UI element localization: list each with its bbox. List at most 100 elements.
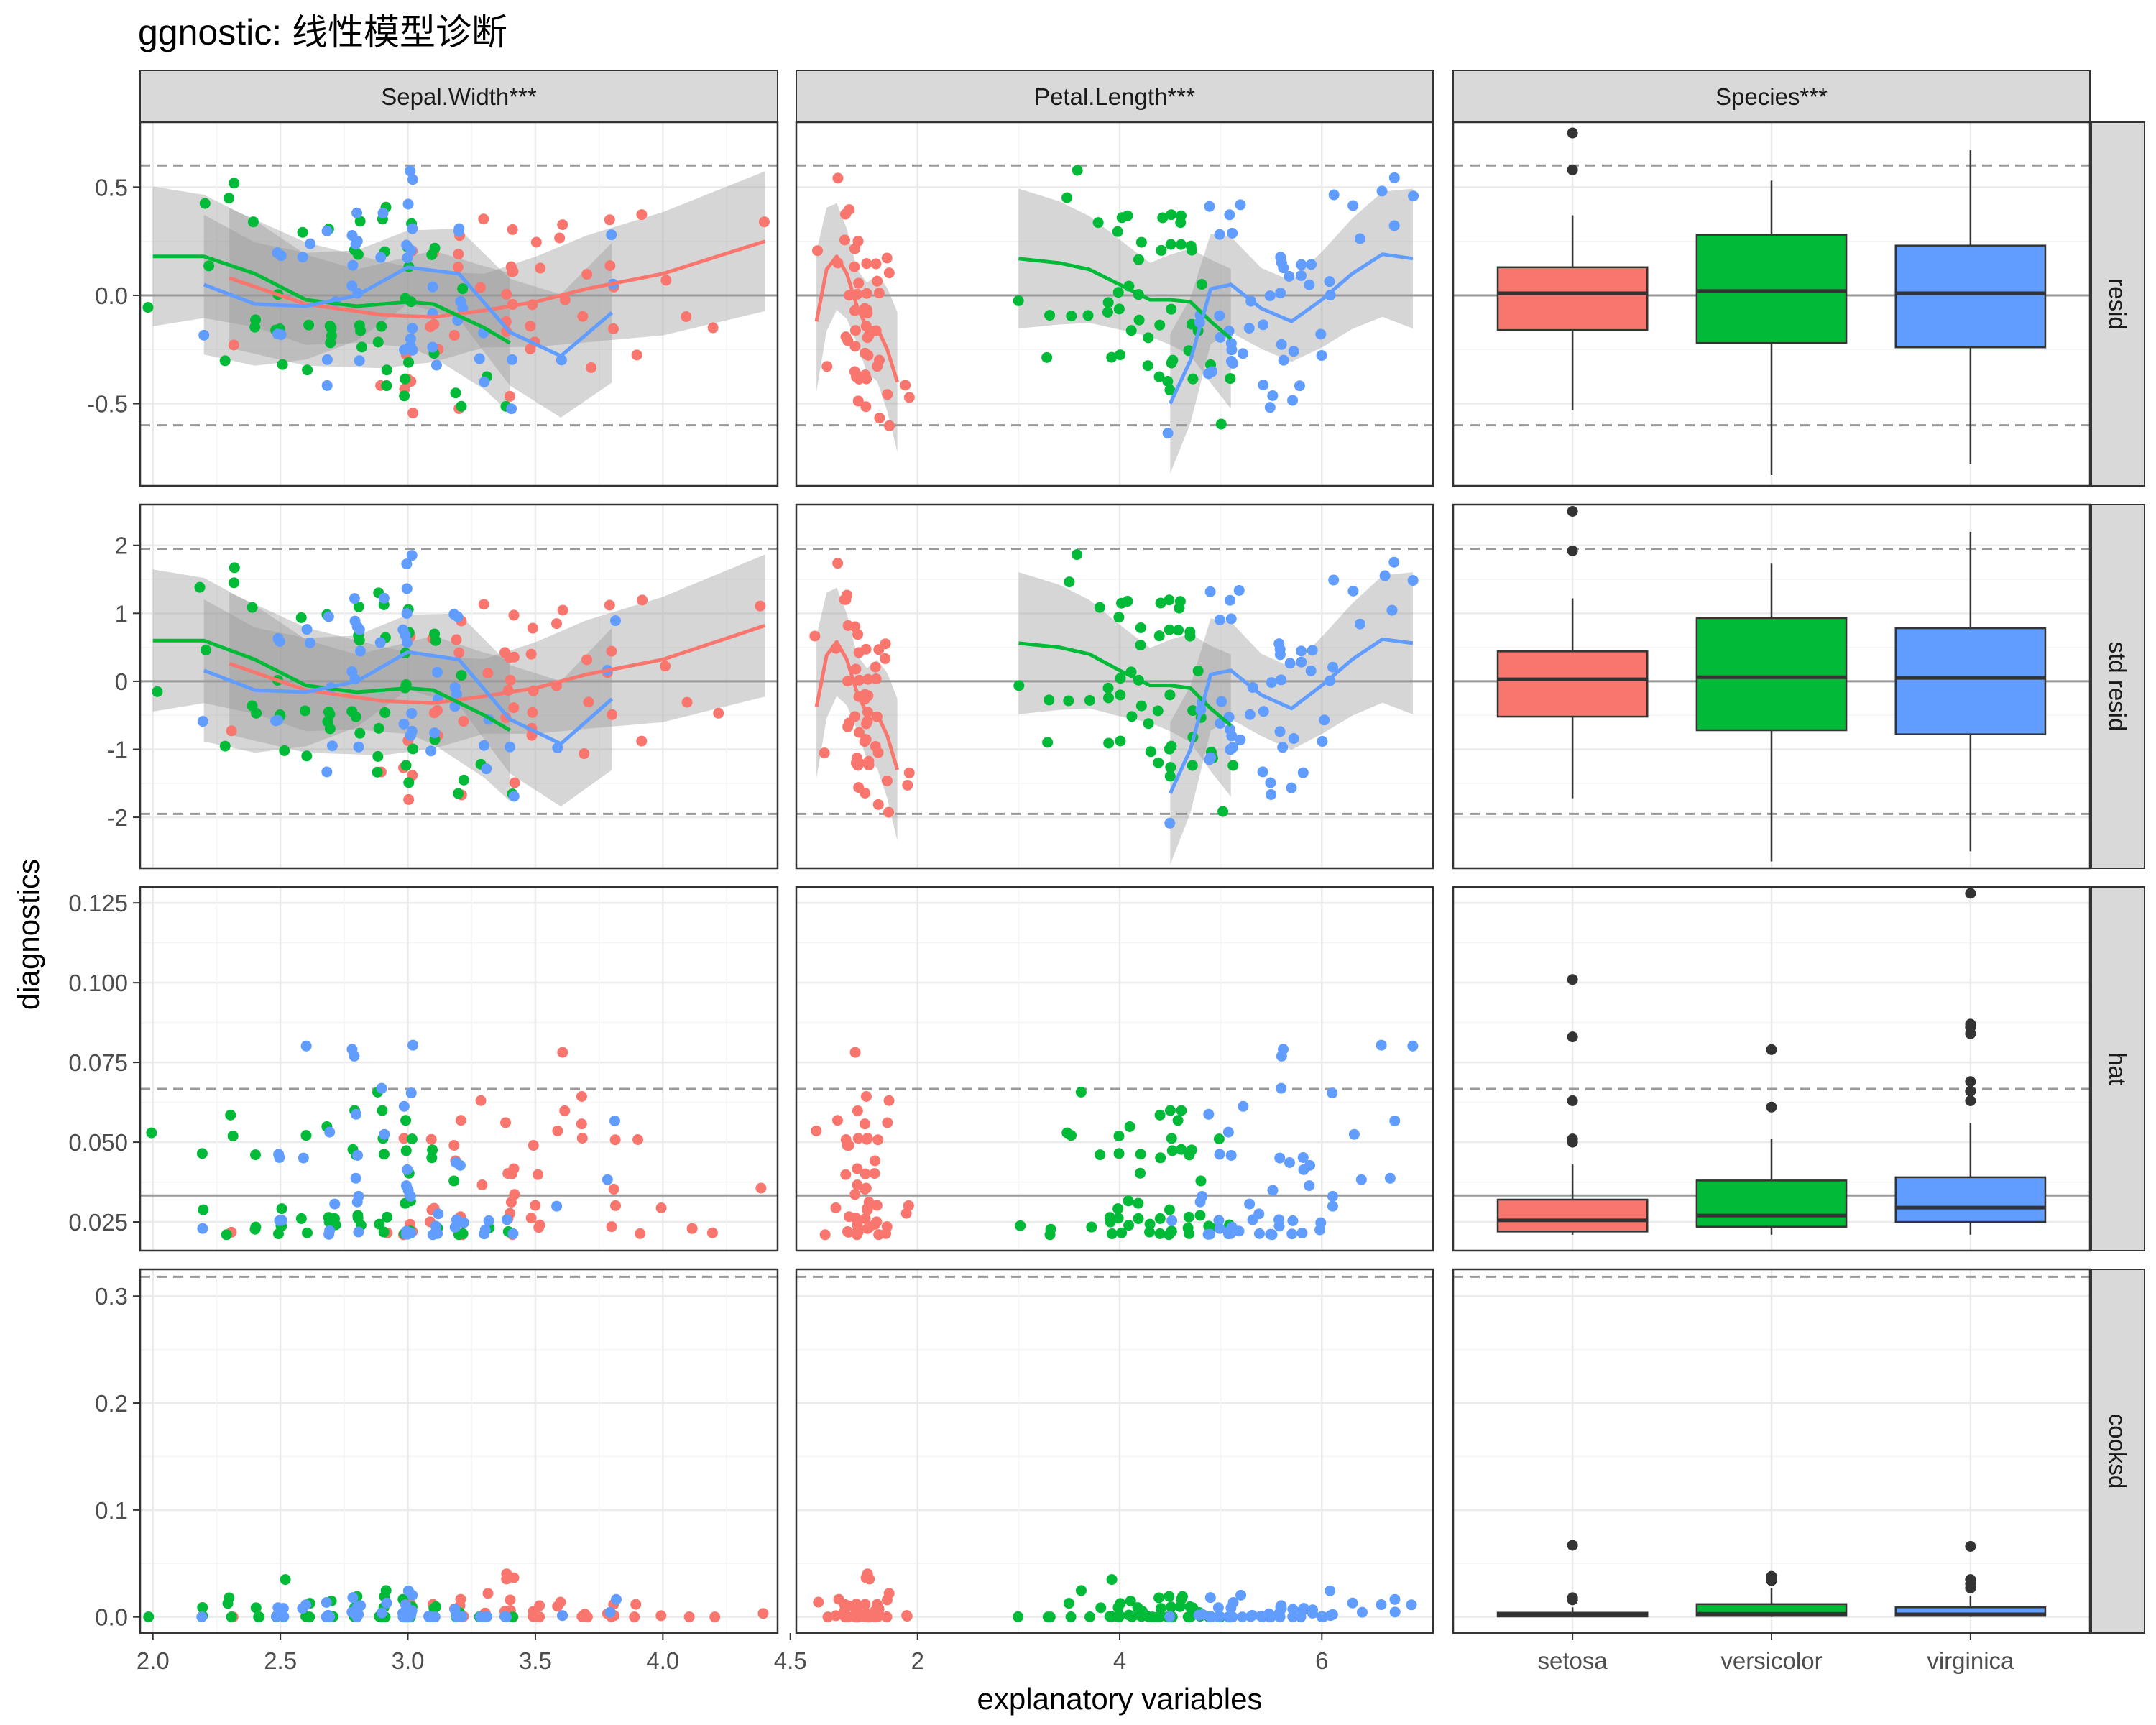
- row-strip-hat: hat: [2091, 886, 2145, 1251]
- data-point: [324, 1225, 336, 1236]
- data-point: [199, 198, 211, 209]
- points-setosa: [811, 172, 915, 431]
- data-point: [1216, 696, 1227, 707]
- data-point: [1115, 673, 1126, 684]
- boxplot-outlier: [1965, 1574, 1976, 1586]
- data-point: [479, 376, 490, 387]
- data-point: [1284, 1157, 1295, 1169]
- data-point: [862, 1223, 873, 1234]
- data-point: [1174, 602, 1185, 614]
- row-strip-std-resid: std resid: [2091, 504, 2145, 869]
- data-point: [1172, 1115, 1184, 1126]
- data-point: [873, 288, 885, 299]
- data-point: [1103, 737, 1115, 749]
- data-point: [1197, 1190, 1208, 1202]
- data-point: [755, 600, 766, 612]
- data-point: [474, 353, 485, 364]
- data-point: [1274, 1611, 1286, 1622]
- data-point: [901, 1610, 913, 1622]
- points-virginica: [197, 1039, 621, 1241]
- boxplot-box: [1496, 650, 1649, 718]
- boxplot-outlier: [1965, 1085, 1976, 1097]
- data-point: [400, 1115, 412, 1126]
- data-point: [533, 1222, 545, 1233]
- data-point: [1225, 1602, 1237, 1614]
- points-versicolor: [1015, 1086, 1235, 1241]
- data-point: [397, 1611, 409, 1623]
- data-point: [583, 696, 594, 708]
- panel-border: [139, 886, 779, 1252]
- data-point: [429, 242, 441, 254]
- data-point: [576, 1090, 587, 1102]
- boxplot-box: [1496, 266, 1649, 331]
- data-point: [842, 1139, 853, 1151]
- data-point: [1063, 1598, 1074, 1609]
- data-point: [1214, 1223, 1225, 1234]
- data-point: [1154, 1213, 1166, 1224]
- data-point: [1227, 1611, 1238, 1623]
- boxplot-outlier: [1567, 1133, 1578, 1145]
- data-point: [1175, 217, 1187, 229]
- data-point: [1264, 290, 1276, 302]
- data-point: [1166, 1225, 1177, 1237]
- data-point: [1235, 734, 1246, 745]
- data-point: [407, 408, 419, 419]
- data-point: [303, 319, 315, 331]
- data-point: [1123, 1195, 1134, 1207]
- data-point: [819, 1229, 831, 1241]
- data-point: [196, 1611, 208, 1623]
- data-point: [554, 232, 566, 244]
- data-point: [1296, 645, 1307, 657]
- data-point: [1327, 661, 1339, 673]
- data-point: [1407, 575, 1419, 586]
- points-virginica: [198, 165, 619, 415]
- data-point: [557, 604, 568, 616]
- data-point: [1164, 817, 1176, 829]
- data-point: [551, 618, 563, 630]
- boxplot-outlier: [1965, 1076, 1976, 1087]
- data-point: [1235, 1589, 1247, 1601]
- smooth-ribbon-setosa: [229, 554, 765, 755]
- data-point: [280, 1574, 291, 1586]
- x-tick-label: setosa: [1538, 1647, 1608, 1674]
- data-point: [872, 1134, 884, 1146]
- data-point: [1324, 276, 1335, 288]
- data-point: [449, 1604, 461, 1616]
- data-point: [1296, 1227, 1308, 1238]
- data-point: [225, 1109, 236, 1121]
- data-point: [860, 401, 872, 413]
- panel-content: [1453, 1269, 2090, 1633]
- data-point: [457, 283, 469, 295]
- data-point: [556, 354, 567, 366]
- panel-std-resid-1: [139, 503, 779, 870]
- data-point: [300, 1040, 312, 1052]
- boxplot-box: [1695, 234, 1848, 344]
- data-point: [452, 611, 464, 622]
- y-axis-hat: 0.025 0.050 0.075 0.100 0.125: [68, 890, 140, 1236]
- data-point: [527, 707, 538, 718]
- data-point: [400, 760, 412, 771]
- data-point: [1042, 737, 1054, 748]
- data-point: [854, 674, 865, 686]
- data-point: [350, 239, 361, 250]
- data-point: [197, 1223, 208, 1234]
- data-point: [1166, 209, 1177, 221]
- data-point: [1225, 744, 1236, 755]
- data-point: [382, 1211, 393, 1223]
- data-point: [629, 1611, 640, 1623]
- data-point: [604, 1606, 616, 1618]
- data-point: [321, 225, 333, 236]
- data-point: [302, 1227, 313, 1238]
- data-point: [508, 702, 520, 714]
- data-point: [219, 355, 231, 367]
- points-virginica: [1164, 1585, 1417, 1623]
- data-point: [143, 1611, 155, 1623]
- data-point: [1244, 1198, 1256, 1210]
- data-point: [631, 349, 642, 361]
- data-point: [1215, 331, 1226, 343]
- data-point: [1176, 1105, 1187, 1116]
- data-point: [1143, 718, 1154, 730]
- y-tick-label: 1: [115, 600, 128, 627]
- data-point: [1113, 612, 1125, 623]
- data-point: [862, 349, 874, 361]
